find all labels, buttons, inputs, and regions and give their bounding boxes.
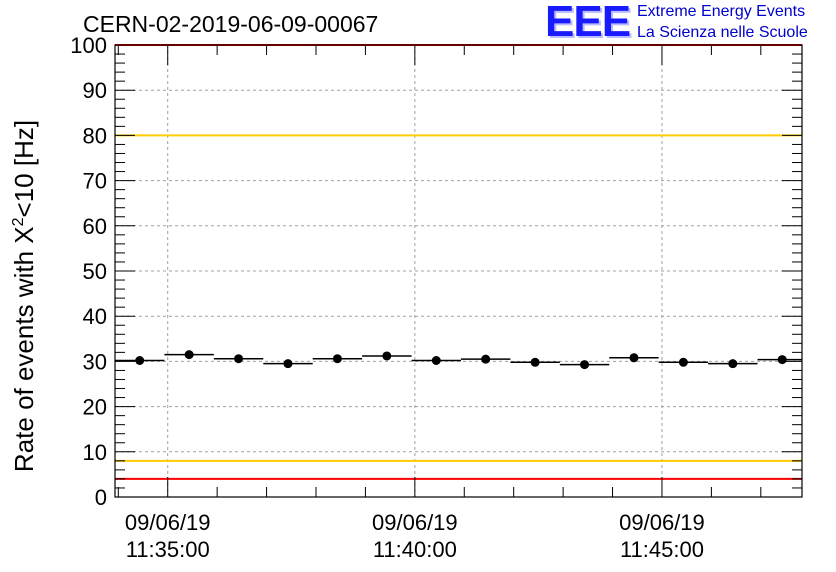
data-point [431, 355, 441, 365]
data-point [135, 355, 145, 365]
logo-line-2: La Scienza nelle Scuole [637, 24, 808, 41]
grid [115, 45, 802, 497]
logo-line-1: Extreme Energy Events [637, 3, 806, 20]
data-point [283, 359, 293, 369]
chart-title: CERN-02-2019-06-09-00067 [83, 11, 379, 37]
data-point [777, 355, 787, 365]
x-tick-time: 11:35:00 [126, 537, 210, 562]
y-tick-label: 100 [70, 33, 107, 58]
data-point [728, 359, 738, 369]
y-tick-label: 60 [83, 214, 107, 239]
data-point [234, 354, 244, 364]
y-tick-label: 40 [83, 304, 107, 329]
y-tick-label: 0 [95, 485, 107, 510]
y-tick-label: 80 [83, 123, 107, 148]
data-point [530, 357, 540, 367]
data-point [184, 350, 194, 360]
axis-ticks [115, 44, 802, 498]
data-point [678, 357, 688, 367]
y-tick-label: 20 [83, 395, 107, 420]
x-tick-time: 11:45:00 [620, 537, 704, 562]
data-point [382, 351, 392, 361]
y-tick-label: 70 [83, 169, 107, 194]
axis-labels: 010203040506070809010009/06/1911:35:0009… [70, 33, 705, 562]
y-tick-label: 10 [83, 440, 107, 465]
data-series [115, 350, 802, 370]
data-point [629, 353, 639, 363]
x-tick-date: 09/06/19 [619, 510, 705, 535]
y-tick-label: 90 [83, 78, 107, 103]
x-tick-time: 11:40:00 [373, 537, 457, 562]
y-axis-label: Rate of events with X2<10 [Hz] [9, 120, 39, 472]
reference-lines [115, 44, 802, 480]
data-point [332, 354, 342, 364]
data-point [580, 360, 590, 370]
eee-logo: EEE [545, 0, 631, 46]
data-point [481, 354, 491, 364]
x-tick-date: 09/06/19 [372, 510, 458, 535]
x-tick-date: 09/06/19 [125, 510, 211, 535]
y-tick-label: 50 [83, 259, 107, 284]
y-tick-label: 30 [83, 349, 107, 374]
